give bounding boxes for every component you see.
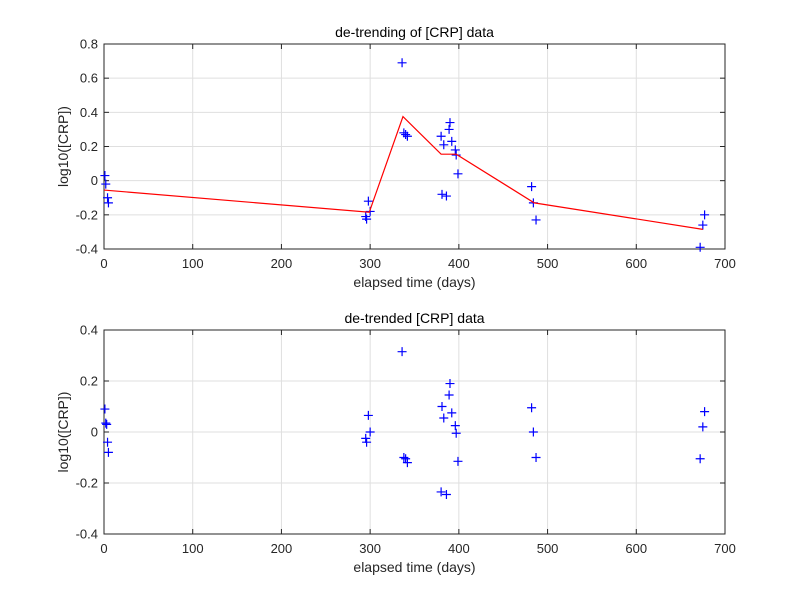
y-tick-label: 0	[91, 425, 98, 440]
data-point-marker	[531, 453, 541, 462]
y-tick-label: 0.4	[80, 323, 98, 338]
data-point-marker	[441, 191, 451, 201]
data-point-marker	[401, 454, 411, 464]
data-point-marker	[700, 407, 710, 417]
data-point-marker	[103, 193, 113, 203]
data-point-marker	[402, 458, 412, 468]
data-point-marker	[450, 145, 460, 155]
y-axis-label: log10([CRP])	[55, 106, 71, 187]
x-tick-label: 600	[625, 541, 647, 556]
x-tick-label: 200	[271, 541, 293, 556]
y-tick-label: 0	[91, 173, 98, 188]
data-point-marker	[698, 220, 708, 230]
data-point-marker	[700, 210, 710, 220]
data-point-marker	[531, 215, 541, 225]
data-point-marker	[451, 150, 461, 160]
data-point-marker	[365, 427, 375, 437]
data-point-marker	[363, 196, 373, 206]
x-tick-label: 400	[448, 541, 470, 556]
data-point-marker	[439, 413, 449, 423]
data-point-marker	[528, 427, 538, 437]
data-point-marker	[445, 118, 455, 128]
data-point-marker	[397, 58, 407, 68]
y-tick-label: 0.6	[80, 71, 98, 86]
data-point-marker	[401, 130, 411, 140]
x-tick-label: 500	[537, 541, 559, 556]
data-point-marker	[436, 131, 446, 141]
trend-line	[103, 115, 703, 230]
data-point-marker	[447, 408, 457, 418]
data-point-marker	[447, 136, 457, 146]
y-tick-label: -0.2	[76, 207, 98, 222]
data-point-marker	[453, 169, 463, 179]
x-tick-label: 700	[714, 256, 736, 271]
x-tick-label: 0	[100, 541, 107, 556]
data-point-marker	[441, 489, 451, 499]
data-point-marker	[453, 456, 463, 466]
data-point-marker	[100, 171, 110, 181]
x-tick-label: 600	[625, 256, 647, 271]
data-point-marker	[439, 140, 449, 150]
y-tick-label: -0.2	[76, 476, 98, 491]
y-tick-label: 0.2	[80, 139, 98, 154]
data-point-marker	[101, 179, 111, 189]
data-point-marker	[101, 418, 111, 428]
data-point-marker	[451, 428, 461, 438]
x-tick-label: 100	[182, 541, 204, 556]
x-tick-label: 500	[537, 256, 559, 271]
data-point-marker	[450, 421, 460, 431]
data-point-marker	[361, 433, 371, 443]
data-point-marker	[445, 379, 455, 389]
y-tick-label: -0.4	[76, 527, 98, 542]
data-point-marker	[362, 437, 372, 447]
data-point-marker	[102, 419, 112, 429]
data-point-marker	[698, 422, 708, 432]
data-point-marker	[695, 242, 705, 252]
x-tick-label: 0	[100, 256, 107, 271]
data-point-marker	[100, 404, 110, 414]
data-point-marker	[397, 347, 407, 357]
data-point-marker	[527, 403, 537, 413]
chart-title: de-trended [CRP] data	[344, 310, 484, 326]
data-point-marker	[436, 487, 446, 497]
data-point-marker	[363, 410, 373, 420]
data-point-marker	[103, 437, 113, 447]
axes-box	[103, 43, 726, 250]
data-point-marker	[362, 214, 372, 224]
x-tick-label: 200	[271, 256, 293, 271]
y-tick-label: 0.2	[80, 374, 98, 389]
axes-box	[103, 329, 726, 535]
data-point-marker	[437, 189, 447, 199]
y-tick-label: 0.4	[80, 105, 98, 120]
data-point-marker	[527, 182, 537, 192]
y-axis-label: log10([CRP])	[55, 392, 71, 473]
data-point-marker	[444, 390, 454, 400]
data-point-marker	[399, 453, 409, 462]
data-point-marker	[103, 198, 113, 208]
data-point-marker	[402, 131, 412, 141]
chart-1: 0 100 200 300 400 500 600 700 -0.4 -0.2 0 0.2 0.4 0.6…	[55, 24, 736, 290]
x-axis-label: elapsed time (days)	[353, 274, 475, 290]
y-tick-label: 0.8	[80, 37, 98, 52]
chart-2: 0 100 200 300 400 500 600 700 -0.4 -0.2 0 0.2 0.4 de-…	[55, 310, 736, 575]
x-tick-label: 700	[714, 541, 736, 556]
x-tick-label: 300	[359, 541, 381, 556]
chart-title: de-trending of [CRP] data	[335, 24, 494, 40]
x-tick-label: 100	[182, 256, 204, 271]
x-axis-label: elapsed time (days)	[353, 559, 475, 575]
data-point-marker	[695, 454, 705, 464]
y-tick-label: -0.4	[76, 242, 98, 257]
data-point-marker	[103, 447, 113, 457]
x-tick-label: 400	[448, 256, 470, 271]
data-point-marker	[437, 402, 447, 411]
data-point-marker	[444, 124, 454, 134]
x-tick-label: 300	[359, 256, 381, 271]
